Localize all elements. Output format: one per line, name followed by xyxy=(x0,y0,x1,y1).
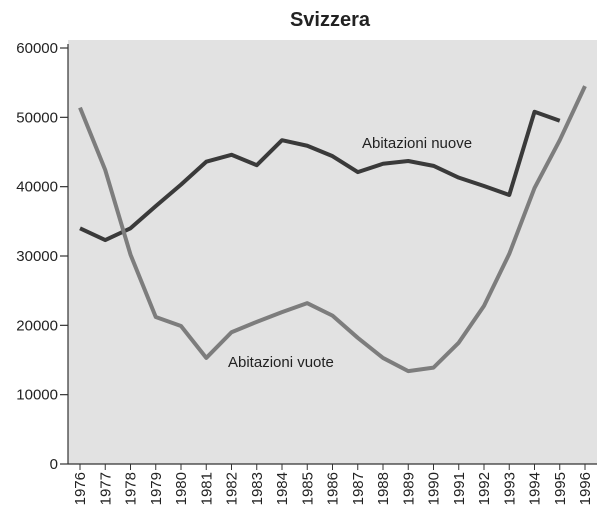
y-tick-label: 30000 xyxy=(16,248,58,265)
x-tick-label: 1981 xyxy=(198,472,215,505)
x-tick-label: 1989 xyxy=(400,472,417,505)
plot-background xyxy=(68,40,597,464)
x-tick-label: 1987 xyxy=(350,472,367,505)
x-tick-label: 1990 xyxy=(426,472,443,505)
y-tick-label: 0 xyxy=(50,456,58,473)
x-tick-label: 1983 xyxy=(249,472,266,505)
y-tick-label: 10000 xyxy=(16,387,58,404)
y-tick-label: 60000 xyxy=(16,40,58,57)
y-tick-label: 50000 xyxy=(16,109,58,126)
x-tick-label: 1980 xyxy=(173,472,190,505)
y-tick-label: 20000 xyxy=(16,317,58,334)
series-label: Abitazioni vuote xyxy=(228,354,334,371)
x-tick-label: 1985 xyxy=(299,472,316,505)
x-tick-label: 1976 xyxy=(72,472,89,505)
x-tick-label: 1982 xyxy=(224,472,241,505)
chart-title: Svizzera xyxy=(290,9,371,31)
series-label: Abitazioni nuove xyxy=(362,135,472,152)
x-tick-label: 1996 xyxy=(577,472,594,505)
x-tick-label: 1978 xyxy=(123,472,140,505)
y-tick-label: 40000 xyxy=(16,179,58,196)
x-tick-label: 1979 xyxy=(148,472,165,505)
series-line xyxy=(79,109,561,243)
x-tick-label: 1994 xyxy=(527,472,544,505)
x-tick-label: 1984 xyxy=(274,472,291,505)
series-line xyxy=(78,85,587,374)
x-tick-label: 1993 xyxy=(501,472,518,505)
x-tick-label: 1991 xyxy=(451,472,468,505)
x-tick-label: 1986 xyxy=(325,472,342,505)
x-tick-label: 1995 xyxy=(552,472,569,505)
x-tick-label: 1992 xyxy=(476,472,493,505)
x-tick-label: 1988 xyxy=(375,472,392,505)
x-tick-label: 1977 xyxy=(97,472,114,505)
